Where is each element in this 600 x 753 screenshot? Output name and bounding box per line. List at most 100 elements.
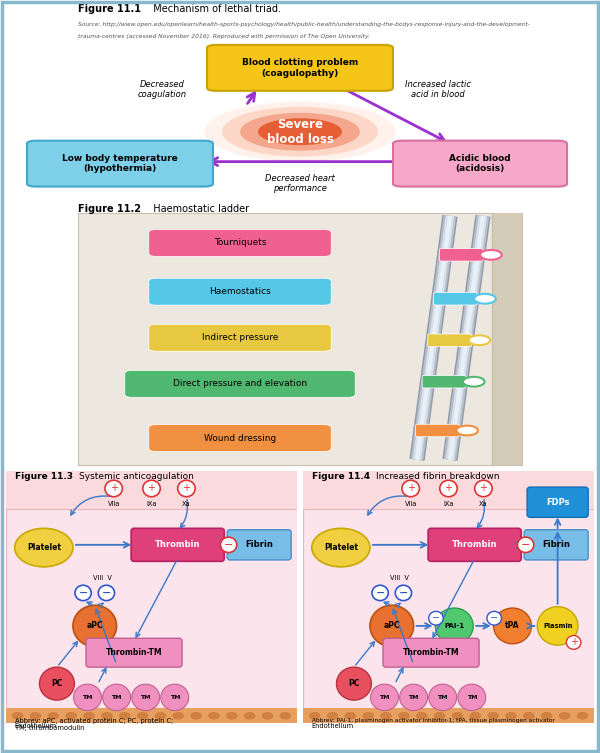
Ellipse shape bbox=[262, 712, 274, 720]
Text: Endothelium: Endothelium bbox=[312, 723, 354, 729]
Circle shape bbox=[474, 294, 496, 303]
FancyBboxPatch shape bbox=[125, 370, 355, 398]
Ellipse shape bbox=[312, 529, 370, 567]
Circle shape bbox=[457, 425, 478, 435]
Text: +: + bbox=[148, 483, 155, 493]
Circle shape bbox=[440, 480, 457, 497]
Text: +: + bbox=[479, 483, 487, 493]
Circle shape bbox=[487, 611, 502, 625]
Circle shape bbox=[73, 605, 116, 647]
FancyBboxPatch shape bbox=[227, 529, 291, 560]
Circle shape bbox=[436, 608, 473, 644]
Ellipse shape bbox=[523, 712, 535, 720]
Circle shape bbox=[40, 667, 74, 700]
FancyBboxPatch shape bbox=[27, 141, 213, 187]
Text: TM: TM bbox=[437, 695, 448, 700]
Circle shape bbox=[566, 636, 581, 649]
Text: +: + bbox=[182, 483, 190, 493]
Ellipse shape bbox=[208, 712, 220, 720]
Text: TM: TM bbox=[379, 695, 390, 700]
Ellipse shape bbox=[226, 712, 238, 720]
Circle shape bbox=[400, 684, 428, 711]
Ellipse shape bbox=[326, 712, 338, 720]
Ellipse shape bbox=[380, 712, 392, 720]
Circle shape bbox=[458, 684, 486, 711]
Text: Direct pressure and elevation: Direct pressure and elevation bbox=[173, 380, 307, 389]
Text: Figure 11.3: Figure 11.3 bbox=[15, 472, 73, 481]
Circle shape bbox=[143, 480, 160, 497]
FancyBboxPatch shape bbox=[6, 471, 297, 509]
FancyBboxPatch shape bbox=[393, 141, 567, 187]
Text: Haemostatic ladder: Haemostatic ladder bbox=[147, 203, 249, 214]
FancyBboxPatch shape bbox=[149, 230, 331, 256]
Text: VIIa: VIIa bbox=[107, 501, 120, 507]
Text: Indirect pressure: Indirect pressure bbox=[202, 334, 278, 343]
Text: PC: PC bbox=[348, 679, 359, 688]
Text: Figure 11.2: Figure 11.2 bbox=[78, 203, 141, 214]
Ellipse shape bbox=[309, 712, 320, 720]
Text: Thrombin-TM: Thrombin-TM bbox=[106, 648, 163, 657]
FancyBboxPatch shape bbox=[527, 487, 588, 517]
Circle shape bbox=[371, 684, 398, 711]
Text: VIIa: VIIa bbox=[404, 501, 417, 507]
Text: −: − bbox=[432, 613, 440, 623]
Ellipse shape bbox=[240, 113, 360, 151]
Ellipse shape bbox=[258, 118, 342, 145]
Text: Haemostatics: Haemostatics bbox=[209, 287, 271, 296]
Circle shape bbox=[370, 605, 413, 647]
Ellipse shape bbox=[244, 712, 256, 720]
Circle shape bbox=[178, 480, 195, 497]
Circle shape bbox=[395, 585, 412, 601]
Text: aPC: aPC bbox=[86, 621, 103, 630]
Ellipse shape bbox=[12, 712, 23, 720]
Circle shape bbox=[103, 684, 131, 711]
Text: VIII  V: VIII V bbox=[92, 575, 112, 581]
Text: Xa: Xa bbox=[479, 501, 488, 507]
Text: trauma-centres (accessed November 2016). Reproduced with permission of The Open : trauma-centres (accessed November 2016).… bbox=[78, 34, 370, 39]
Text: Thrombin: Thrombin bbox=[452, 541, 497, 550]
Text: Blood clotting problem
(coagulopathy): Blood clotting problem (coagulopathy) bbox=[242, 58, 358, 78]
Text: Wound dressing: Wound dressing bbox=[204, 434, 276, 443]
Text: PC: PC bbox=[51, 679, 62, 688]
Circle shape bbox=[429, 684, 457, 711]
Ellipse shape bbox=[469, 712, 481, 720]
Ellipse shape bbox=[119, 712, 131, 720]
Text: −: − bbox=[102, 588, 111, 598]
Circle shape bbox=[494, 608, 532, 644]
Ellipse shape bbox=[222, 107, 378, 157]
Text: FDPs: FDPs bbox=[546, 498, 569, 507]
Text: Increased fibrin breakdown: Increased fibrin breakdown bbox=[376, 472, 499, 481]
FancyBboxPatch shape bbox=[149, 279, 331, 305]
Circle shape bbox=[537, 607, 578, 645]
Text: −: − bbox=[224, 540, 233, 550]
Text: Thrombin-TM: Thrombin-TM bbox=[403, 648, 460, 657]
Text: Mechanism of lethal triad.: Mechanism of lethal triad. bbox=[147, 4, 281, 14]
Circle shape bbox=[517, 537, 534, 553]
Ellipse shape bbox=[172, 712, 184, 720]
Circle shape bbox=[98, 585, 115, 601]
Ellipse shape bbox=[452, 712, 463, 720]
Text: tPA: tPA bbox=[505, 621, 520, 630]
FancyBboxPatch shape bbox=[303, 509, 594, 712]
Text: Xa: Xa bbox=[182, 501, 191, 507]
Text: TM: TM bbox=[409, 695, 419, 700]
FancyBboxPatch shape bbox=[439, 248, 483, 261]
Text: Severe
blood loss: Severe blood loss bbox=[266, 117, 334, 145]
Text: Platelet: Platelet bbox=[27, 543, 61, 552]
Ellipse shape bbox=[344, 712, 356, 720]
Text: Acidic blood
(acidosis): Acidic blood (acidosis) bbox=[449, 154, 511, 173]
Text: Abbrev: aPC, activated protein C; PC, protein C;
TM, thrombomodulin: Abbrev: aPC, activated protein C; PC, pr… bbox=[15, 718, 173, 731]
Text: TM: TM bbox=[82, 695, 93, 700]
Text: Decreased
coagulation: Decreased coagulation bbox=[137, 80, 187, 99]
FancyBboxPatch shape bbox=[416, 424, 460, 437]
FancyBboxPatch shape bbox=[207, 45, 393, 91]
FancyBboxPatch shape bbox=[86, 639, 182, 667]
Text: Thrombin: Thrombin bbox=[155, 541, 200, 550]
Ellipse shape bbox=[505, 712, 517, 720]
Text: IXa: IXa bbox=[443, 501, 454, 507]
Text: TM: TM bbox=[467, 695, 477, 700]
Ellipse shape bbox=[47, 712, 59, 720]
Ellipse shape bbox=[29, 712, 41, 720]
Text: TM: TM bbox=[170, 695, 180, 700]
Circle shape bbox=[480, 250, 502, 260]
